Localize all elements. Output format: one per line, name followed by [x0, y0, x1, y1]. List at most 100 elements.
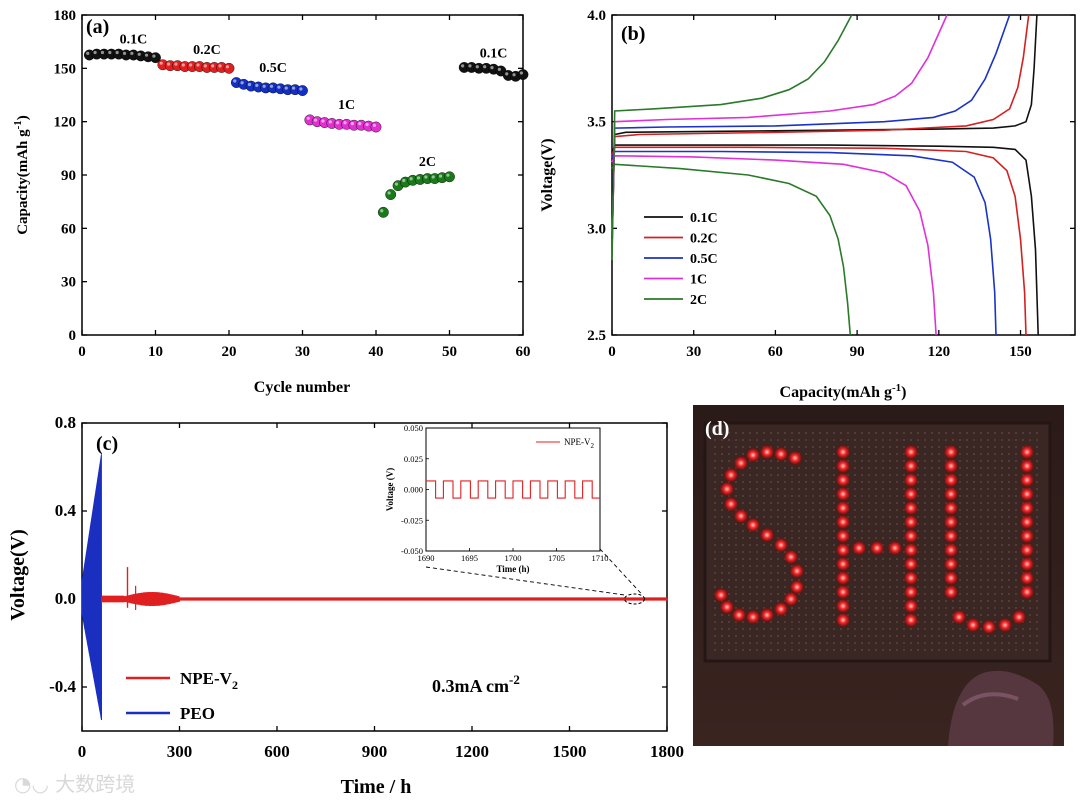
board-hole — [777, 523, 779, 525]
board-hole — [896, 607, 898, 609]
board-hole — [966, 516, 968, 518]
board-hole — [987, 474, 989, 476]
board-hole — [1029, 649, 1031, 651]
board-hole — [714, 572, 716, 574]
led-light — [835, 570, 851, 586]
board-hole — [931, 600, 933, 602]
x-tick-label: 600 — [264, 742, 290, 761]
board-hole — [805, 614, 807, 616]
point-highlight — [218, 64, 222, 68]
board-hole — [868, 502, 870, 504]
board-hole — [924, 446, 926, 448]
board-hole — [931, 544, 933, 546]
board-hole — [714, 488, 716, 490]
board-hole — [980, 586, 982, 588]
board-hole — [749, 439, 751, 441]
board-hole — [882, 600, 884, 602]
board-hole — [973, 649, 975, 651]
board-hole — [875, 572, 877, 574]
board-hole — [735, 600, 737, 602]
board-hole — [784, 495, 786, 497]
board-hole — [973, 551, 975, 553]
board-hole — [763, 488, 765, 490]
board-hole — [812, 516, 814, 518]
board-hole — [714, 579, 716, 581]
led-light — [943, 570, 959, 586]
board-hole — [735, 551, 737, 553]
board-hole — [875, 530, 877, 532]
board-hole — [749, 432, 751, 434]
board-hole — [994, 446, 996, 448]
board-hole — [1001, 649, 1003, 651]
board-hole — [1001, 481, 1003, 483]
board-hole — [945, 607, 947, 609]
board-hole — [721, 649, 723, 651]
board-hole — [805, 516, 807, 518]
board-hole — [826, 537, 828, 539]
led-light — [783, 591, 799, 607]
board-hole — [854, 635, 856, 637]
board-hole — [770, 649, 772, 651]
board-hole — [1008, 502, 1010, 504]
board-hole — [896, 432, 898, 434]
board-hole — [973, 558, 975, 560]
x-tick-label: 900 — [362, 742, 388, 761]
board-hole — [791, 467, 793, 469]
led-light — [723, 467, 739, 483]
led-light — [965, 617, 981, 633]
board-hole — [987, 530, 989, 532]
board-hole — [896, 593, 898, 595]
board-hole — [1015, 586, 1017, 588]
board-hole — [1008, 474, 1010, 476]
board-hole — [735, 593, 737, 595]
rate-label: 0.1C — [120, 32, 148, 47]
board-hole — [819, 481, 821, 483]
board-hole — [721, 579, 723, 581]
board-hole — [777, 558, 779, 560]
board-hole — [994, 579, 996, 581]
board-hole — [1001, 572, 1003, 574]
board-hole — [763, 600, 765, 602]
board-hole — [735, 642, 737, 644]
board-hole — [770, 628, 772, 630]
board-hole — [924, 530, 926, 532]
board-hole — [1015, 642, 1017, 644]
inset-x-tick-label: 1710 — [592, 553, 609, 563]
board-hole — [833, 544, 835, 546]
board-hole — [749, 544, 751, 546]
board-hole — [1015, 558, 1017, 560]
led-light — [903, 612, 919, 628]
plot-frame — [611, 14, 1076, 336]
board-hole — [987, 481, 989, 483]
board-hole — [763, 516, 765, 518]
board-hole — [868, 551, 870, 553]
board-hole — [924, 481, 926, 483]
inset-y-tick-label: 0.050 — [404, 423, 423, 433]
board-hole — [973, 488, 975, 490]
board-hole — [973, 586, 975, 588]
board-hole — [777, 432, 779, 434]
board-hole — [973, 572, 975, 574]
board-hole — [721, 446, 723, 448]
board-hole — [924, 614, 926, 616]
legend-label: 1C — [690, 273, 707, 288]
board-hole — [714, 481, 716, 483]
board-hole — [1036, 523, 1038, 525]
board-hole — [728, 649, 730, 651]
board-hole — [861, 516, 863, 518]
x-axis-label-b: Capacity(mAh g-1) — [780, 382, 907, 401]
board-hole — [763, 509, 765, 511]
board-hole — [889, 439, 891, 441]
led-light — [943, 472, 959, 488]
board-hole — [987, 537, 989, 539]
board-hole — [819, 474, 821, 476]
board-hole — [938, 537, 940, 539]
board-hole — [994, 481, 996, 483]
board-hole — [721, 558, 723, 560]
led-light — [903, 472, 919, 488]
board-hole — [791, 509, 793, 511]
board-hole — [959, 572, 961, 574]
board-hole — [784, 579, 786, 581]
board-hole — [938, 558, 940, 560]
board-hole — [861, 635, 863, 637]
